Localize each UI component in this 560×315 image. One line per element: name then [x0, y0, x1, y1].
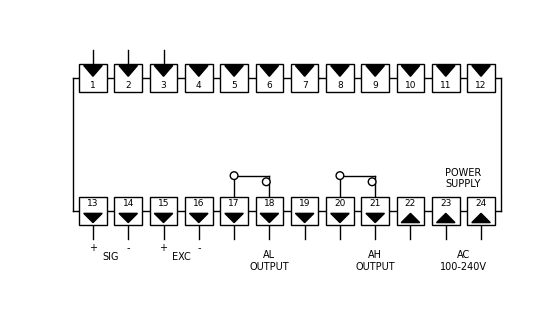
Polygon shape: [119, 66, 137, 76]
Bar: [361, 64, 389, 92]
Polygon shape: [260, 66, 279, 76]
Bar: [185, 197, 213, 225]
Text: 5: 5: [231, 81, 237, 90]
Text: 24: 24: [475, 199, 487, 208]
Text: 12: 12: [475, 81, 487, 90]
Text: 13: 13: [87, 199, 99, 208]
Text: -: -: [127, 243, 130, 253]
Text: AH
OUTPUT: AH OUTPUT: [356, 250, 395, 272]
Text: 23: 23: [440, 199, 451, 208]
Text: 17: 17: [228, 199, 240, 208]
Text: 15: 15: [158, 199, 169, 208]
Bar: [396, 64, 424, 92]
Bar: [255, 197, 283, 225]
Text: POWER
SUPPLY: POWER SUPPLY: [445, 168, 482, 190]
Text: 16: 16: [193, 199, 204, 208]
Bar: [361, 197, 389, 225]
Text: 2: 2: [125, 81, 131, 90]
Text: 20: 20: [334, 199, 346, 208]
Text: SIG: SIG: [102, 252, 119, 262]
Text: AC
100-240V: AC 100-240V: [440, 250, 487, 272]
Polygon shape: [296, 66, 314, 76]
Bar: [467, 64, 495, 92]
Polygon shape: [401, 66, 420, 76]
Polygon shape: [437, 66, 455, 76]
Text: AL
OUTPUT: AL OUTPUT: [250, 250, 289, 272]
Polygon shape: [437, 213, 455, 223]
Polygon shape: [225, 66, 243, 76]
Bar: [150, 197, 178, 225]
Polygon shape: [472, 66, 491, 76]
Bar: [467, 197, 495, 225]
Bar: [326, 197, 354, 225]
Polygon shape: [330, 66, 349, 76]
Bar: [326, 64, 354, 92]
Polygon shape: [366, 66, 384, 76]
Polygon shape: [296, 213, 314, 223]
Polygon shape: [189, 213, 208, 223]
Text: 1: 1: [90, 81, 96, 90]
Text: EXC: EXC: [172, 252, 190, 262]
Text: 19: 19: [299, 199, 310, 208]
Polygon shape: [84, 213, 102, 223]
Bar: [396, 197, 424, 225]
Polygon shape: [154, 213, 172, 223]
Bar: [185, 64, 213, 92]
Text: +: +: [89, 243, 97, 253]
Polygon shape: [260, 213, 279, 223]
Bar: [220, 64, 248, 92]
Text: 10: 10: [405, 81, 416, 90]
Polygon shape: [154, 66, 172, 76]
Bar: [291, 197, 319, 225]
Text: 18: 18: [264, 199, 275, 208]
Bar: [79, 197, 107, 225]
Bar: [220, 197, 248, 225]
Polygon shape: [189, 66, 208, 76]
Text: 3: 3: [161, 81, 166, 90]
Text: 21: 21: [370, 199, 381, 208]
Text: 6: 6: [267, 81, 272, 90]
Text: 8: 8: [337, 81, 343, 90]
Text: 4: 4: [196, 81, 202, 90]
Text: +: +: [160, 243, 167, 253]
Polygon shape: [84, 66, 102, 76]
Bar: [432, 64, 460, 92]
Text: 22: 22: [405, 199, 416, 208]
Circle shape: [263, 178, 270, 186]
Circle shape: [230, 172, 238, 180]
Circle shape: [336, 172, 344, 180]
Polygon shape: [119, 213, 137, 223]
Polygon shape: [366, 213, 384, 223]
Polygon shape: [330, 213, 349, 223]
Polygon shape: [401, 213, 420, 223]
Bar: [432, 197, 460, 225]
Text: -: -: [197, 243, 200, 253]
Bar: [79, 64, 107, 92]
Polygon shape: [225, 213, 243, 223]
Bar: [114, 197, 142, 225]
Bar: [291, 64, 319, 92]
Text: 14: 14: [123, 199, 134, 208]
Bar: [114, 64, 142, 92]
Text: 11: 11: [440, 81, 451, 90]
Bar: [255, 64, 283, 92]
Polygon shape: [472, 213, 491, 223]
Bar: [150, 64, 178, 92]
Text: 9: 9: [372, 81, 378, 90]
Text: 7: 7: [302, 81, 307, 90]
Circle shape: [368, 178, 376, 186]
